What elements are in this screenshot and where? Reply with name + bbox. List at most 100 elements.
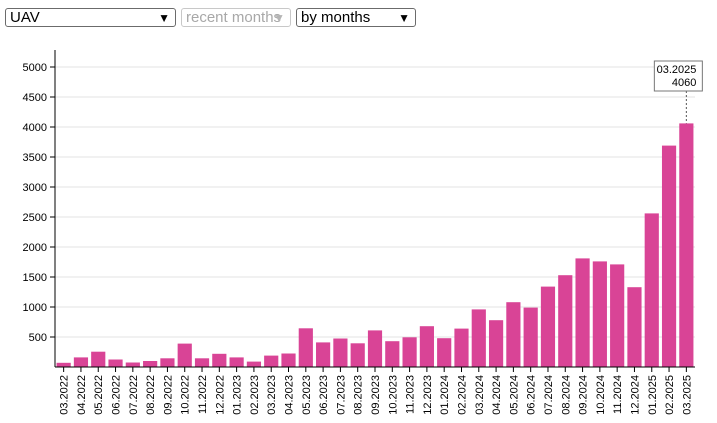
x-tick-label: 01.2023	[232, 375, 244, 415]
bar[interactable]	[644, 213, 659, 367]
x-tick-label: 09.2022	[162, 375, 174, 415]
x-tick-label: 08.2022	[145, 375, 157, 415]
x-tick-label: 03.2022	[59, 375, 71, 415]
x-axis: 03.2022 04.2022 05.2022 06.2022 07.2022 08.20…	[55, 366, 695, 415]
x-tick-label: 03.2025	[681, 375, 693, 415]
x-tick-label: 03.2023	[266, 375, 278, 415]
x-tick-label: 07.2023	[335, 375, 347, 415]
x-tick-label: 06.2024	[526, 375, 538, 415]
bar[interactable]	[143, 361, 158, 367]
x-tick-label: 09.2023	[370, 375, 382, 415]
bar[interactable]	[91, 351, 106, 367]
x-tick-label: 08.2023	[353, 375, 365, 415]
x-tick-label: 05.2022	[93, 375, 105, 415]
y-tick-label: 2000	[23, 242, 47, 254]
bar[interactable]	[246, 361, 262, 367]
x-tick-label: 12.2022	[214, 375, 226, 415]
bar[interactable]	[56, 362, 71, 367]
bar[interactable]	[125, 362, 140, 368]
x-tick-label: 06.2023	[318, 375, 330, 415]
y-tick-label: 5000	[23, 62, 47, 74]
x-tick-label: 04.2024	[491, 375, 503, 415]
x-tick-label: 01.2025	[647, 375, 659, 415]
category-select[interactable]: UAV ▼	[5, 8, 176, 27]
bar[interactable]	[73, 357, 89, 367]
bars	[56, 123, 694, 368]
x-tick-label: 08.2024	[560, 375, 572, 415]
y-tick-label: 1500	[23, 272, 47, 284]
y-tick-label: 4500	[23, 92, 47, 104]
y-tick-label: 3000	[23, 182, 47, 194]
x-tick-label: 02.2024	[456, 375, 468, 415]
x-tick-label: 05.2024	[508, 375, 520, 415]
x-tick-label: 09.2024	[578, 375, 590, 415]
bar[interactable]	[281, 353, 296, 368]
y-tick-label: 3500	[23, 152, 47, 164]
x-tick-label: 05.2023	[301, 375, 313, 415]
bar[interactable]	[212, 353, 227, 367]
x-tick-label: 10.2024	[595, 375, 607, 415]
bar[interactable]	[367, 330, 383, 367]
grouping-select[interactable]: by months ▼	[296, 8, 416, 27]
grouping-select-value: by months	[301, 9, 371, 26]
bar[interactable]	[558, 275, 573, 367]
bar[interactable]	[454, 328, 469, 367]
x-tick-label: 07.2024	[543, 375, 555, 415]
x-tick-label: 10.2022	[180, 375, 192, 415]
bar[interactable]	[679, 123, 694, 368]
chevron-down-icon: ▼	[273, 11, 285, 25]
bar[interactable]	[540, 286, 556, 367]
x-tick-label: 04.2023	[284, 375, 296, 415]
x-tick-label: 11.2023	[405, 375, 417, 414]
tooltip-label: 03.2025	[657, 64, 697, 76]
x-tick-label: 04.2022	[76, 375, 88, 415]
bar[interactable]	[177, 343, 192, 367]
y-axis: 500 1000 1500 2000 2500 3000 3500 4000 4500 5000	[23, 50, 56, 367]
bar[interactable]	[333, 338, 348, 368]
bar[interactable]	[610, 264, 625, 367]
x-tick-label: 10.2023	[387, 375, 399, 415]
bar[interactable]	[419, 326, 434, 367]
x-tick-label: 12.2023	[422, 375, 434, 415]
chevron-down-icon: ▼	[398, 11, 410, 25]
bar[interactable]	[627, 287, 642, 367]
tooltip-value: 4060	[672, 77, 696, 89]
x-tick-label: 07.2022	[128, 375, 140, 415]
bar[interactable]	[298, 328, 313, 367]
y-tick-label: 2500	[23, 212, 47, 224]
x-tick-label: 12.2024	[629, 375, 641, 415]
bar[interactable]	[229, 357, 244, 367]
bar[interactable]	[385, 341, 400, 367]
bar[interactable]	[523, 307, 538, 367]
bar[interactable]	[350, 343, 365, 367]
x-tick-label: 02.2023	[249, 375, 261, 415]
bar[interactable]	[194, 358, 210, 367]
bar[interactable]	[506, 302, 521, 367]
tooltip-box	[653, 60, 703, 92]
y-tick-label: 500	[29, 332, 47, 344]
x-tick-label: 11.2024	[612, 375, 624, 414]
bar[interactable]	[316, 342, 331, 367]
x-tick-label: 01.2024	[439, 375, 451, 415]
bar[interactable]	[264, 355, 279, 367]
grid-lines	[55, 66, 695, 338]
x-tick-label: 03.2024	[474, 375, 486, 415]
bar[interactable]	[661, 145, 677, 367]
bar[interactable]	[402, 337, 417, 367]
bar[interactable]	[437, 338, 452, 367]
chevron-down-icon: ▼	[158, 11, 170, 25]
x-tick-label: 11.2022	[197, 375, 209, 414]
bar[interactable]	[471, 309, 486, 367]
bar[interactable]	[488, 320, 504, 367]
bar[interactable]	[160, 358, 175, 367]
bar[interactable]	[108, 359, 123, 368]
x-tick-label: 06.2022	[111, 375, 123, 415]
period-select-value: recent months	[186, 9, 282, 26]
period-select[interactable]: recent months ▼	[181, 8, 291, 27]
bar[interactable]	[575, 258, 590, 367]
category-select-value: UAV	[10, 9, 40, 26]
bar[interactable]	[592, 261, 607, 367]
x-tick-label: 02.2025	[664, 375, 676, 415]
